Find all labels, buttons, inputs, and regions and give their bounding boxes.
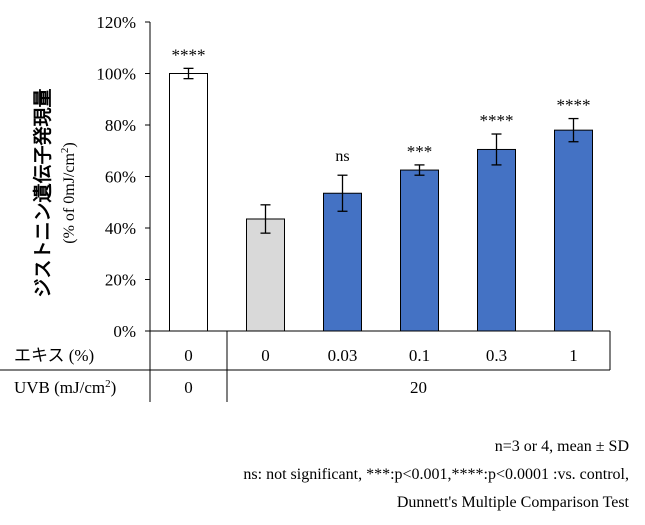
table-row1-value: 0.03 bbox=[328, 346, 358, 365]
table-row1-value: 0.3 bbox=[486, 346, 507, 365]
table-row1-value: 0 bbox=[184, 346, 193, 365]
y-tick-label: 100% bbox=[96, 65, 136, 84]
table-row1-value: 0.1 bbox=[409, 346, 430, 365]
bar bbox=[169, 73, 208, 332]
bar bbox=[246, 218, 285, 332]
table-row2-label: UVB (mJ/cm2) bbox=[14, 378, 116, 397]
significance-label: *** bbox=[407, 142, 433, 161]
footnote-significance: ns: not significant, ***:p<0.001,****:p<… bbox=[243, 466, 629, 483]
bar bbox=[477, 148, 516, 332]
y-axis-subtitle: (% of 0mJ/cm2) bbox=[59, 142, 78, 243]
table-row1-label: エキス (%) bbox=[14, 346, 94, 365]
y-tick-label: 80% bbox=[105, 116, 136, 135]
y-axis-title: ジストニン遺伝子発現量 bbox=[31, 88, 54, 297]
table-row1-value: 1 bbox=[569, 346, 578, 365]
significance-label: ns bbox=[335, 148, 349, 165]
bar bbox=[400, 169, 439, 332]
bars-group bbox=[169, 73, 593, 332]
footnote-test-method: Dunnett's Multiple Comparison Test bbox=[396, 494, 629, 511]
y-tick-label: 60% bbox=[105, 168, 136, 187]
y-tick-label: 20% bbox=[105, 271, 136, 290]
significance-label: **** bbox=[480, 111, 514, 130]
y-axis-ticks: 0% 20% 40% 60% 80% 100% 120% bbox=[96, 13, 150, 341]
bar-chart: 0%20%40%60%80%100%120% ****ns ***********… bbox=[0, 13, 611, 402]
table-row2-value: 20 bbox=[410, 378, 427, 397]
y-tick-label: 40% bbox=[105, 219, 136, 238]
y-tick-label: 120% bbox=[96, 13, 136, 32]
significance-label: **** bbox=[557, 96, 591, 115]
table-row2-value: 0 bbox=[184, 378, 193, 397]
table-row1-value: 0 bbox=[261, 346, 270, 365]
bar bbox=[323, 192, 362, 332]
significance-label: **** bbox=[172, 45, 206, 64]
significance-labels-group: ****ns *********** bbox=[172, 45, 591, 165]
y-tick-label: 0% bbox=[113, 322, 136, 341]
error-bars-group bbox=[183, 67, 579, 234]
footnote-sample-size: n=3 or 4, mean ± SD bbox=[494, 438, 629, 455]
bar bbox=[554, 129, 593, 332]
condition-table: エキス (%) 0 0 0.03 0.1 0.3 1 UVB (mJ/cm2) 0 20 bbox=[0, 331, 611, 402]
